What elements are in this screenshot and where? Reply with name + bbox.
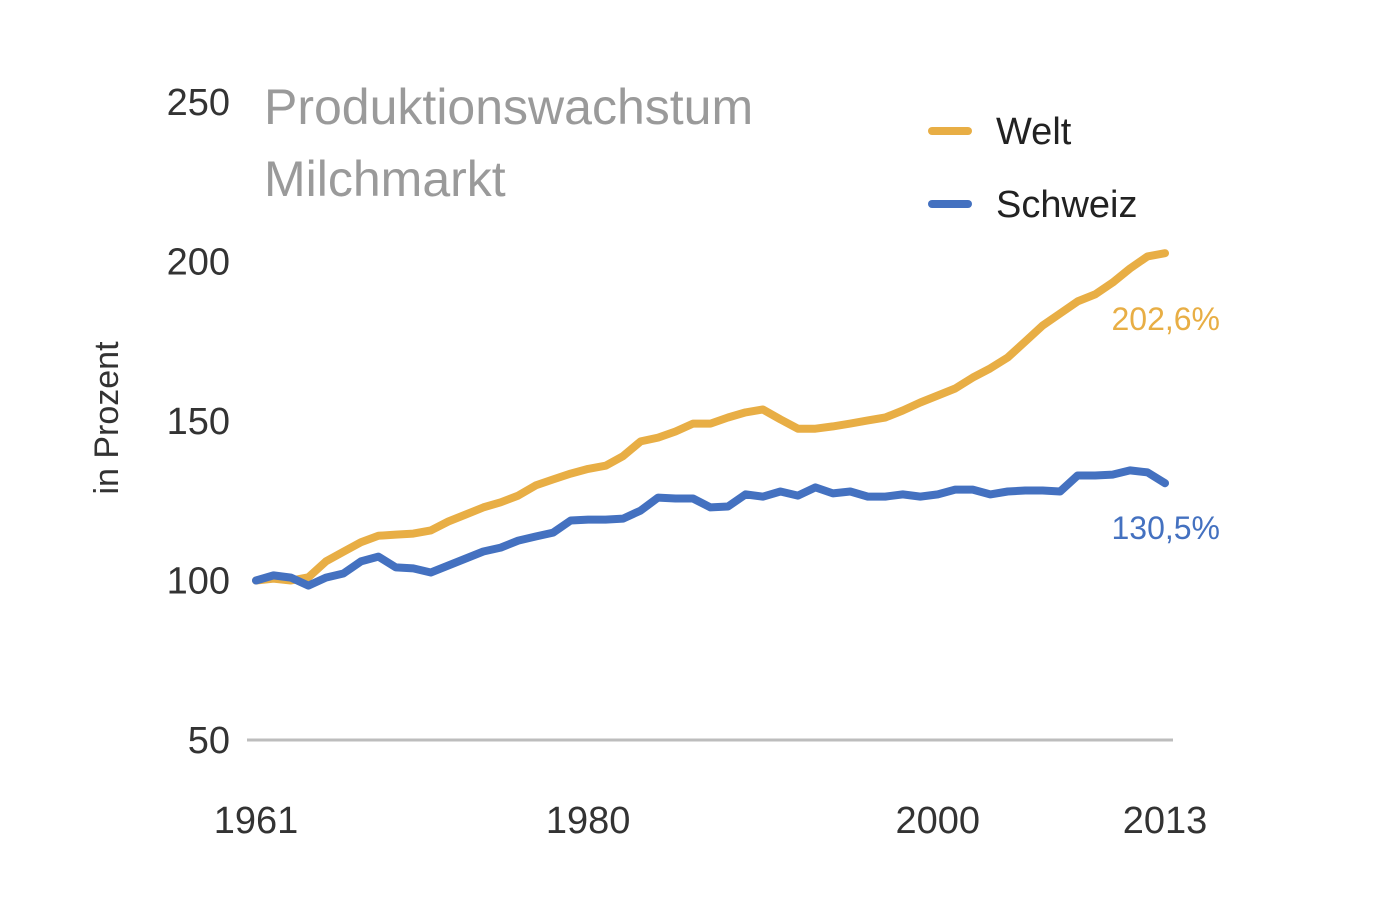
- series-line-schweiz: [252, 466, 1169, 590]
- legend-label-welt: Welt: [996, 111, 1072, 153]
- series-line-welt: [252, 249, 1169, 585]
- y-axis-label: in Prozent: [88, 341, 126, 495]
- y-tick-label: 200: [167, 242, 230, 284]
- end-label-welt: 202,6%: [1111, 301, 1220, 337]
- legend-label-schweiz: Schweiz: [996, 184, 1138, 226]
- end-label-schweiz: 130,5%: [1111, 510, 1220, 546]
- y-tick-label: 50: [188, 720, 230, 762]
- chart-title-line-1: Produktionswachstum: [264, 79, 753, 135]
- chart-title-line-2: Milchmarkt: [264, 151, 506, 207]
- x-tick-label: 2000: [895, 800, 980, 842]
- y-tick-label: 250: [167, 82, 230, 124]
- x-tick-label: 2013: [1123, 800, 1208, 842]
- x-tick-label: 1961: [214, 800, 299, 842]
- legend: Welt Schweiz: [928, 111, 1138, 226]
- y-tick-label: 100: [167, 561, 230, 603]
- x-tick-label: 1980: [546, 800, 631, 842]
- y-tick-label: 150: [167, 401, 230, 443]
